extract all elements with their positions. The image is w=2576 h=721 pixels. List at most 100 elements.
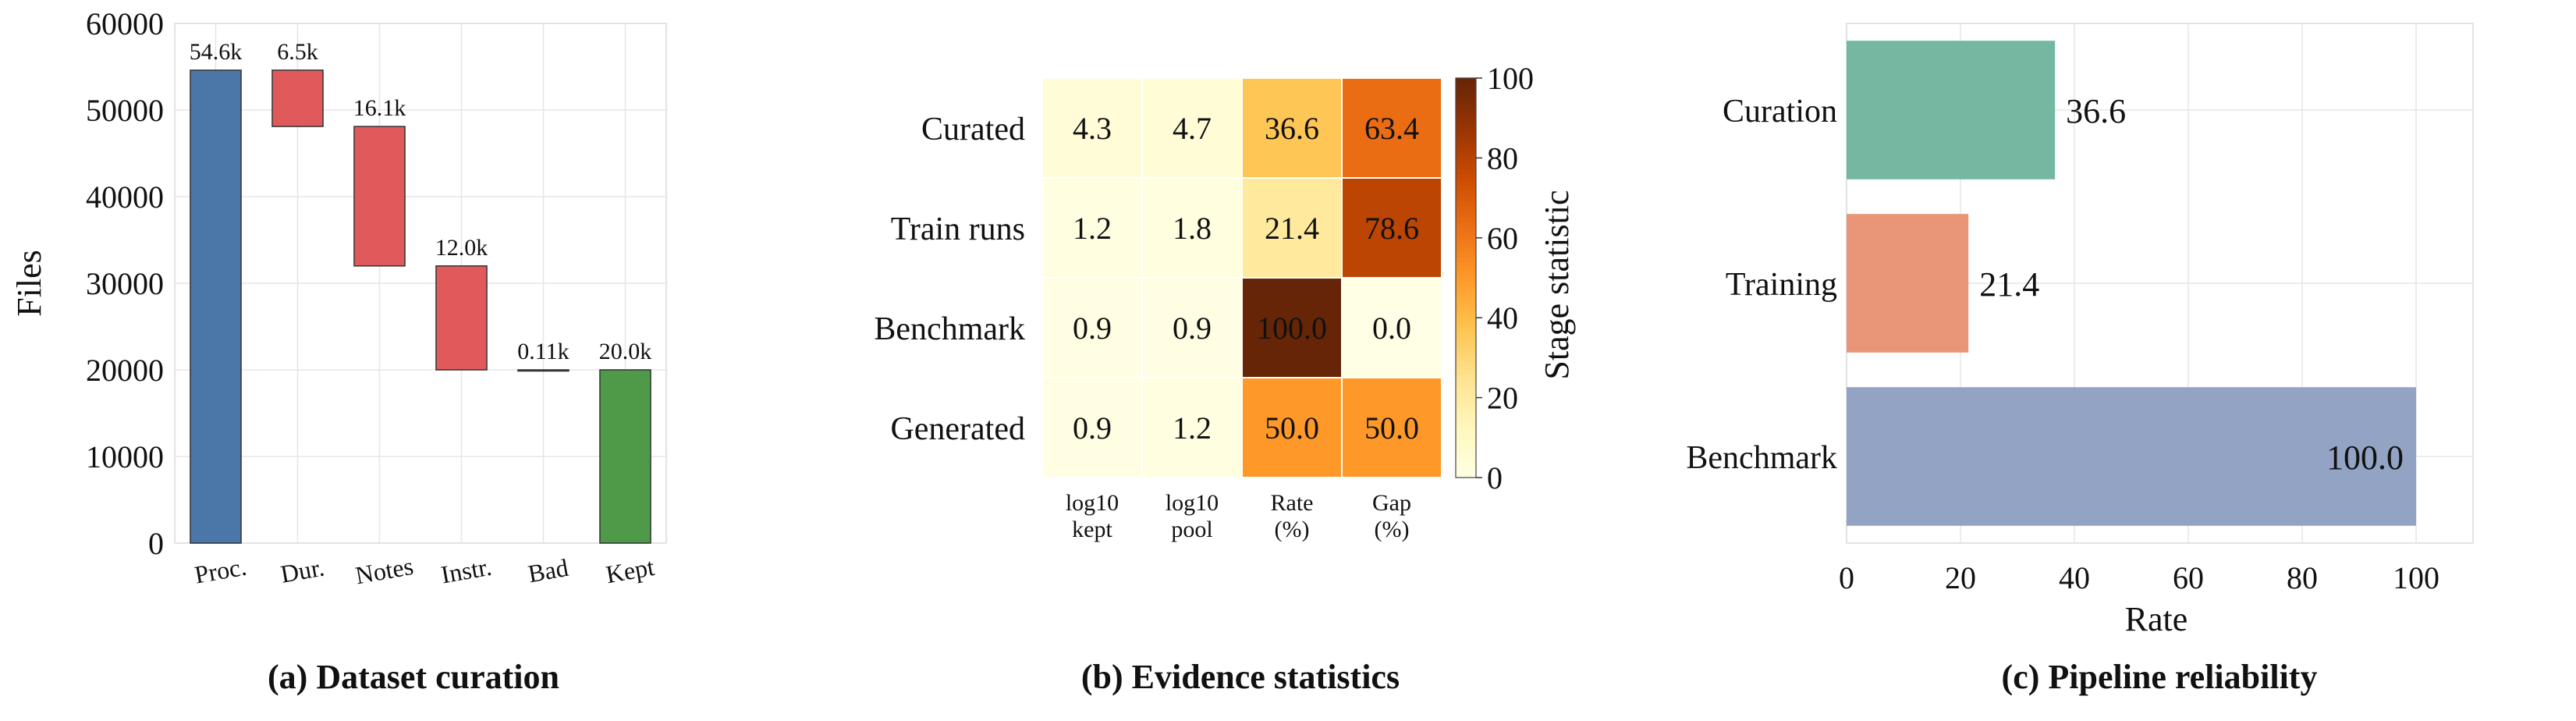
panel-b-colorbar-segment: [1456, 218, 1476, 223]
panel-b-colorbar-segment: [1456, 205, 1476, 211]
panel-b-colorbar-segment: [1456, 421, 1476, 427]
panel-b-colorbar-segment: [1456, 393, 1476, 399]
panel-c-bar-training: [1847, 214, 1969, 353]
panel-b-column-label: Gap (%): [1372, 490, 1411, 542]
panel-b-cell-label: 0.0: [1372, 311, 1411, 346]
panel-c-data-label: 36.6: [2066, 92, 2126, 130]
panel-a-x-tick-label: Kept: [604, 552, 657, 588]
panel-evidence-statistics: 4.3 4.7 36.6 63.4 1.2 1.8 21.4 78.6 0.9 0.9 100.0 0…: [874, 61, 1576, 696]
panel-b-colorbar-segment: [1456, 301, 1476, 307]
panel-a-data-label: 0.11k: [517, 339, 569, 364]
panel-b-colorbar-segment: [1456, 350, 1476, 355]
panel-b-colorbar-segment: [1456, 373, 1476, 378]
panel-a-caption: (a) Dataset curation: [268, 658, 559, 696]
panel-b-colorbar-segment: [1456, 261, 1476, 267]
panel-b-cell: [1341, 77, 1442, 179]
panel-b-colorbar-segment: [1456, 437, 1476, 442]
panel-b-colorbar-segment: [1456, 293, 1476, 299]
panel-b-colorbar-segment: [1456, 109, 1476, 115]
panel-b-colorbar-segment: [1456, 222, 1476, 227]
panel-a-bar-kept: [599, 369, 651, 544]
panel-b-colorbar-segment: [1456, 453, 1476, 459]
panel-b-cell: [1241, 77, 1343, 179]
panel-b-colorbar-segment: [1456, 265, 1476, 271]
panel-b-colorbar-segment: [1456, 305, 1476, 311]
panel-b-colorbar-segment: [1456, 233, 1476, 239]
panel-b-colorbar-tick-label: 40: [1487, 300, 1518, 336]
panel-b-colorbar-segment: [1456, 321, 1476, 327]
panel-b-colorbar-segment: [1456, 433, 1476, 439]
panel-b-colorbar-segment: [1456, 197, 1476, 203]
panel-a-grid: [175, 23, 666, 544]
panel-a-plot-frame: [174, 23, 667, 544]
panel-b-cell: [1141, 277, 1243, 378]
panel-b-column-label: log10 kept: [1066, 490, 1119, 542]
panel-b-colorbar-segment: [1456, 214, 1476, 218]
panel-b-colorbar-segment: [1456, 286, 1476, 291]
panel-c-data-label: 21.4: [1979, 265, 2039, 304]
panel-b-colorbar-segment: [1456, 337, 1476, 343]
panel-b-colorbar-segment: [1456, 449, 1476, 455]
panel-b-colorbar-segment: [1456, 409, 1476, 414]
panel-a-y-tick-label: 60000: [86, 6, 164, 41]
panel-b-colorbar-segment: [1456, 318, 1476, 323]
panel-b-colorbar-segment: [1456, 182, 1476, 187]
panel-b-colorbar-segment: [1456, 365, 1476, 371]
panel-c-x-tick-label: 60: [2173, 560, 2204, 595]
panel-b-colorbar-segment: [1456, 162, 1476, 167]
panel-a-bar-notes: [353, 126, 406, 267]
panel-b-colorbar-segment: [1456, 141, 1476, 147]
panel-b-colorbar-label: Stage statistic: [1538, 190, 1576, 379]
panel-b-colorbar-segment: [1456, 194, 1476, 199]
panel-b-row-label: Curated: [921, 112, 1025, 147]
panel-a-bar-proc: [190, 69, 242, 544]
panel-b-cell-label: 50.0: [1265, 410, 1319, 446]
panel-a-data-label: 6.5k: [277, 39, 318, 65]
panel-b-colorbar-segment: [1456, 405, 1476, 410]
panel-b-cell: [1041, 77, 1143, 179]
panel-b-colorbar-segment: [1456, 297, 1476, 303]
panel-c-bar-curation: [1847, 41, 2056, 179]
panel-b-colorbar-segment: [1456, 258, 1476, 263]
panel-a-x-tick-label: Instr.: [439, 552, 494, 589]
panel-pipeline-reliability: 36.6 21.4 100.0 0 20 40 60 80 100 Curation Train…: [1686, 23, 2474, 696]
panel-dataset-curation: 54.6k 6.5k 16.1k 12.0k 0.11k 20.0k 0 10000 2000…: [10, 6, 667, 696]
panel-b-cell: [1241, 377, 1343, 478]
panel-b-column-labels: log10 kept log10 pool Rate (%) Gap (%): [1066, 490, 1411, 542]
panel-b-cell: [1041, 377, 1143, 478]
panel-a-y-tick-label: 0: [148, 526, 164, 561]
panel-b-colorbar-segment: [1456, 429, 1476, 435]
panel-b-cell: [1341, 377, 1442, 478]
panel-b-colorbar-segment: [1456, 473, 1476, 478]
panel-a-x-tick-label: Proc.: [193, 552, 249, 589]
panel-b-column-label: log10 pool: [1166, 490, 1219, 542]
panel-b-cell: [1241, 277, 1343, 378]
panel-b-colorbar-segment: [1456, 414, 1476, 418]
panel-a-bars: 54.6k 6.5k 16.1k 12.0k 0.11k 20.0k: [190, 39, 651, 544]
panel-a-bar-instr: [435, 265, 488, 371]
panel-b-colorbar-segment: [1456, 357, 1476, 363]
panel-b-colorbar-segment: [1456, 469, 1476, 474]
panel-b-colorbar-segment: [1456, 417, 1476, 423]
panel-b-colorbar-tick-label: 80: [1487, 140, 1518, 176]
panel-b-colorbar-segment: [1456, 385, 1476, 391]
panel-a-x-tick-label: Dur.: [279, 553, 326, 588]
panel-b-colorbar-segment: [1456, 457, 1476, 463]
panel-b-cell-label: 1.2: [1073, 211, 1112, 246]
panel-b-colorbar-tick-label: 60: [1487, 221, 1518, 256]
panel-b-colorbar-segment: [1456, 226, 1476, 231]
panel-b-colorbar-segment: [1456, 137, 1476, 143]
panel-b-colorbar-segment: [1456, 154, 1476, 159]
panel-b-cell: [1341, 177, 1442, 279]
panel-b-colorbar-segment: [1456, 209, 1476, 215]
panel-b-colorbar-segment: [1456, 78, 1476, 83]
panel-b-colorbar-segment: [1456, 389, 1476, 395]
panel-b-colorbar-segment: [1456, 461, 1476, 467]
panel-b-cell-label: 36.6: [1265, 111, 1319, 146]
panel-a-data-label: 54.6k: [190, 39, 243, 65]
panel-b-colorbar-segment: [1456, 333, 1476, 339]
panel-b-cell: [1341, 277, 1442, 378]
panel-a-y-tick-label: 50000: [86, 93, 164, 128]
panel-b-colorbar-segment: [1456, 401, 1476, 407]
panel-c-category-label: Curation: [1723, 94, 1837, 130]
